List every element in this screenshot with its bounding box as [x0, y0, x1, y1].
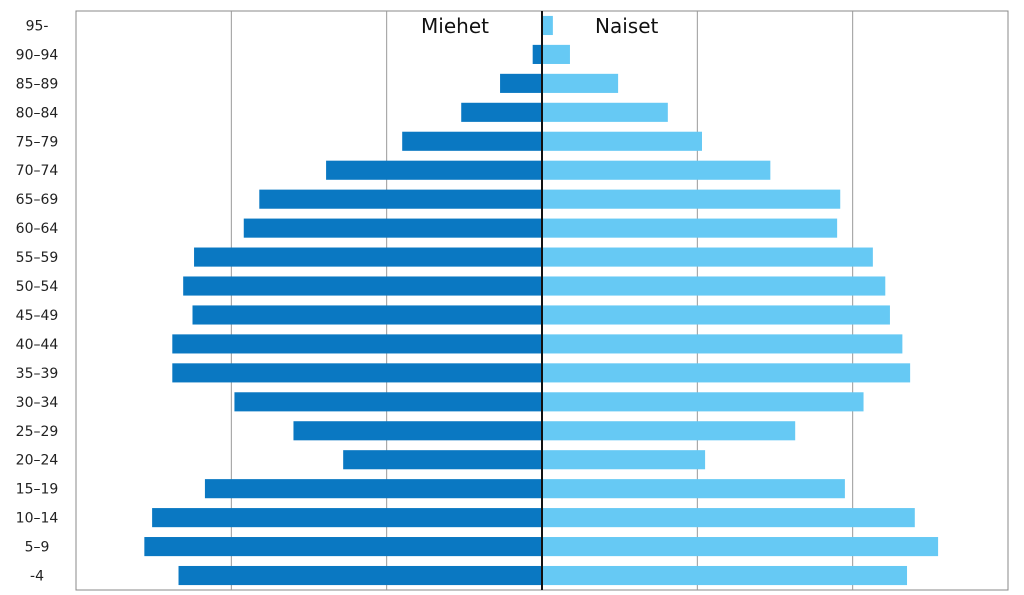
y-tick-label: 40–44	[16, 337, 59, 353]
bar-men-19	[178, 565, 542, 586]
series-label-miehet: Miehet	[421, 14, 489, 38]
bar-men-9	[183, 276, 542, 296]
bar-women-3	[542, 102, 668, 122]
bar-men-16	[204, 479, 542, 499]
bar-women-0	[542, 15, 553, 36]
bar-women-1	[542, 44, 570, 64]
bar-men-13	[234, 392, 542, 412]
bar-men-8	[194, 247, 542, 267]
bar-women-7	[542, 218, 838, 238]
y-tick-label: 55–59	[16, 250, 59, 266]
series-label-naiset: Naiset	[595, 14, 658, 38]
bar-women-19	[542, 565, 908, 586]
bar-women-14	[542, 421, 796, 441]
bar-women-11	[542, 334, 903, 354]
y-tick-label: -4	[30, 569, 44, 585]
y-tick-label: 35–39	[16, 366, 59, 382]
bar-men-3	[461, 102, 542, 122]
bar-women-16	[542, 479, 845, 499]
y-tick-label: 50–54	[16, 279, 59, 295]
bar-men-18	[144, 537, 542, 557]
bar-women-8	[542, 247, 873, 267]
y-tick-label: 20–24	[16, 453, 59, 469]
y-tick-label: 65–69	[16, 192, 59, 208]
y-tick-label: 75–79	[16, 134, 59, 150]
bar-men-7	[243, 218, 542, 238]
y-tick-label: 45–49	[16, 308, 59, 324]
y-tick-label: 85–89	[16, 76, 59, 92]
y-tick-label: 10–14	[16, 511, 59, 527]
bar-women-12	[542, 363, 911, 383]
bar-men-15	[343, 450, 542, 470]
bar-men-4	[402, 131, 542, 151]
bar-men-17	[152, 508, 542, 528]
y-tick-label: 60–64	[16, 221, 59, 237]
bar-men-11	[172, 334, 542, 354]
bar-men-10	[192, 305, 542, 325]
bar-men-5	[326, 160, 542, 180]
bar-women-17	[542, 508, 915, 528]
bar-women-4	[542, 131, 702, 151]
bar-women-18	[542, 537, 939, 557]
y-tick-label: 90–94	[16, 47, 59, 63]
bar-women-15	[542, 450, 706, 470]
bar-women-10	[542, 305, 890, 325]
bar-women-5	[542, 160, 771, 180]
bar-women-13	[542, 392, 864, 412]
y-tick-label: 25–29	[16, 424, 59, 440]
bar-men-6	[259, 189, 542, 209]
y-tick-labels: 95- 90–94 85–89 80–84 75–79 70–74 65–69 60–64 55…	[16, 18, 59, 584]
bar-men-2	[500, 73, 542, 93]
bar-women-6	[542, 189, 841, 209]
y-tick-label: 95-	[26, 18, 49, 34]
y-tick-label: 30–34	[16, 395, 59, 411]
y-tick-label: 5–9	[25, 540, 50, 556]
bar-women-9	[542, 276, 886, 296]
bar-men-14	[293, 421, 542, 441]
y-tick-label: 80–84	[16, 105, 59, 121]
bar-women-2	[542, 73, 619, 93]
bar-men-1	[532, 44, 542, 64]
bar-men-12	[172, 363, 542, 383]
y-tick-label: 15–19	[16, 482, 59, 498]
y-tick-label: 70–74	[16, 163, 59, 179]
bars	[144, 15, 939, 586]
